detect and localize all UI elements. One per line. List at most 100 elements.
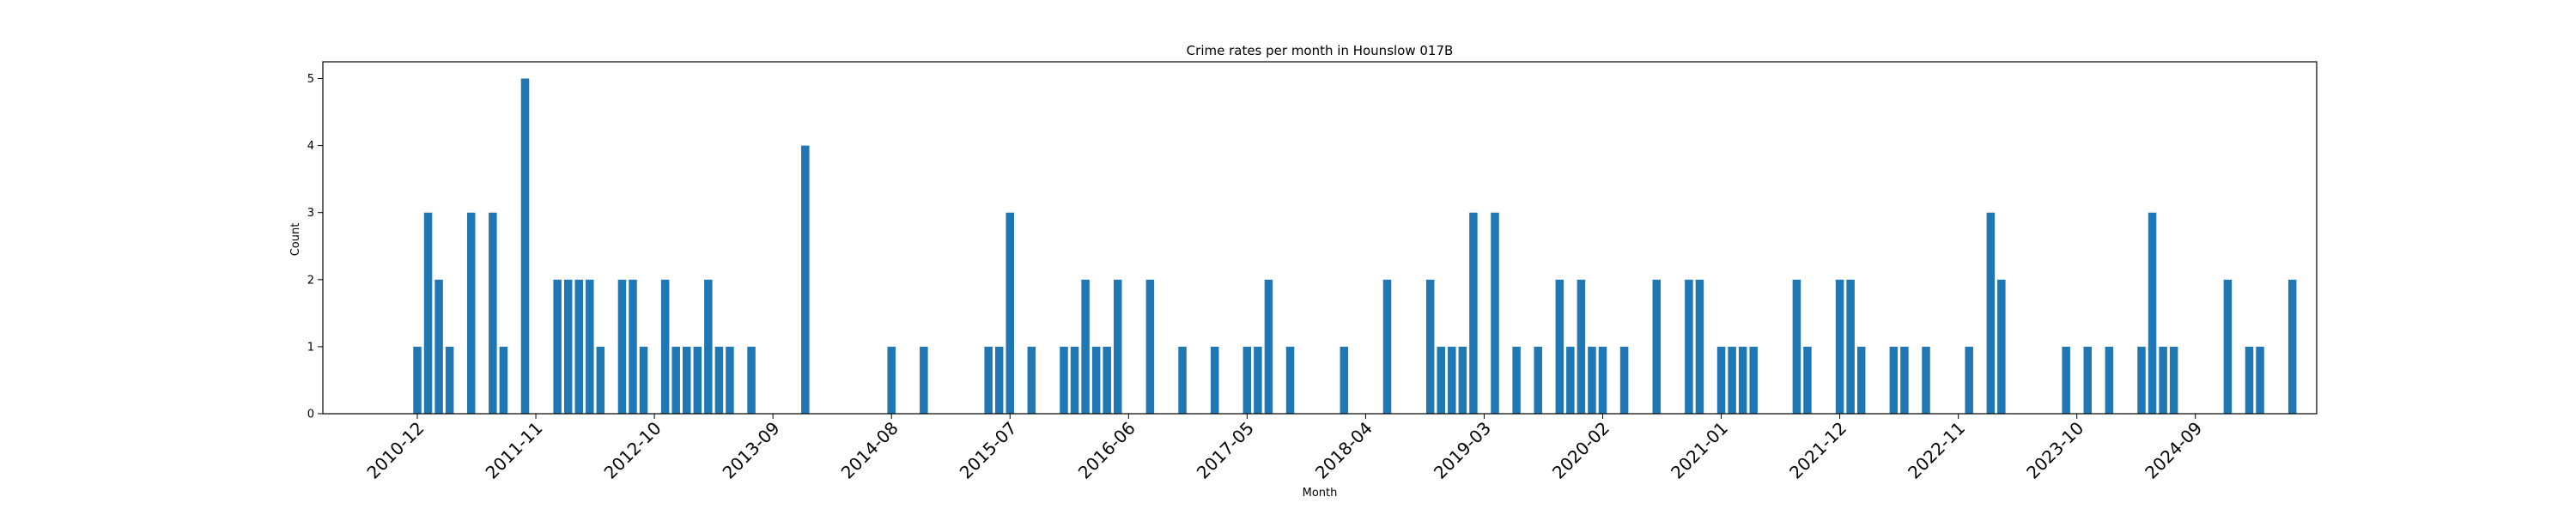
x-tick-label: 2011-11 [482,418,547,483]
bar-2021-08 [1792,279,1801,414]
x-tick-label: 2020-02 [1548,418,1613,483]
bar-2013-02 [693,346,702,414]
bar-2019-11 [1566,346,1575,414]
bars-group [413,78,2297,415]
x-tick-label: 2014-08 [837,418,902,483]
bar-2019-10 [1555,279,1564,414]
bar-2023-02 [1986,212,1996,414]
bar-2021-03 [1738,346,1747,414]
bar-2023-11 [2083,346,2092,414]
bar-2018-06 [1382,279,1392,414]
bar-2022-12 [1965,346,1973,414]
y-tick-label: 5 [307,73,314,86]
bar-2015-09 [1027,346,1036,414]
bar-2022-05 [1889,346,1899,414]
bar-2025-03 [2256,346,2264,414]
bar-2012-09 [639,346,648,414]
bar-2015-05 [984,346,993,414]
bar-2011-02 [434,279,443,414]
bar-2018-11 [1437,346,1445,414]
x-tick-label: 2010-12 [362,418,428,483]
x-axis-label: Month [1303,487,1338,500]
bar-2013-07 [747,346,756,414]
bar-2019-02 [1469,212,1478,414]
bar-2015-07 [1005,212,1014,414]
bar-2016-03 [1091,346,1101,414]
bar-2016-08 [1145,279,1155,414]
y-ticks: 0 1 2 3 4 5 [307,73,323,421]
plot-frame [322,61,2318,415]
bar-2011-05 [467,212,476,414]
bar-2020-11 [1695,279,1704,414]
bar-2011-07 [489,212,497,414]
bar-2016-01 [1070,346,1079,414]
bar-2012-03 [574,279,583,414]
bar-2020-10 [1685,279,1693,414]
bar-2019-08 [1534,346,1542,414]
bar-2020-02 [1598,346,1607,414]
bar-2012-01 [553,279,562,414]
bar-2024-12 [2223,279,2233,414]
bar-2012-05 [596,346,605,414]
x-tick-label: 2017-05 [1193,418,1258,483]
bar-2017-09 [1285,346,1295,414]
bar-2020-07 [1652,279,1661,414]
bar-2020-04 [1619,346,1629,414]
bar-2019-06 [1512,346,1521,414]
y-tick-label: 0 [307,409,314,421]
x-tick-label: 2023-10 [2022,418,2087,483]
x-tick-label: 2024-09 [2141,418,2206,483]
bar-2020-01 [1588,346,1596,414]
x-ticks: 2010-12 2011-11 2012-10 2013-09 2014-08 2015-… [362,414,2206,483]
bar-2024-06 [2159,346,2167,414]
bar-2022-08 [1922,346,1930,414]
bar-2019-12 [1577,279,1586,414]
bar-2021-12 [1835,279,1844,414]
bar-2024-05 [2148,212,2157,414]
x-tick-label: 2021-12 [1785,418,1850,483]
y-tick-label: 1 [307,341,314,354]
y-tick-label: 4 [307,140,314,153]
bar-2017-06 [1254,346,1262,414]
bar-2022-06 [1900,346,1909,414]
bar-2016-05 [1114,279,1122,414]
bar-2011-03 [445,346,454,414]
bar-2023-09 [2062,346,2070,414]
bar-2014-11 [920,346,928,414]
x-tick-label: 2021-01 [1667,418,1732,483]
bar-2013-12 [801,145,810,414]
bar-2013-03 [704,279,713,414]
bar-2018-02 [1340,346,1349,414]
bar-2025-02 [2245,346,2254,414]
bar-2015-12 [1060,346,1068,414]
bar-2016-11 [1178,346,1187,414]
bar-2011-10 [520,78,530,415]
bar-2024-01 [2105,346,2114,414]
bar-2021-04 [1749,346,1758,414]
bar-2024-07 [2169,346,2178,414]
bar-2015-06 [994,346,1004,414]
bar-2021-02 [1728,346,1736,414]
bar-2022-02 [1856,346,1866,414]
y-tick-label: 2 [307,274,314,287]
bar-2016-02 [1081,279,1090,414]
bar-2016-04 [1103,346,1111,414]
bar-2017-02 [1210,346,1219,414]
x-tick-label: 2012-10 [600,418,665,483]
bar-2011-01 [423,212,433,414]
bar-2014-08 [887,346,896,414]
x-tick-label: 2013-09 [719,418,784,483]
bar-2012-12 [671,346,680,414]
bar-2012-11 [660,279,670,414]
bar-2021-01 [1716,346,1726,414]
bar-2018-12 [1448,346,1456,414]
x-tick-label: 2019-03 [1430,418,1495,483]
bar-2012-07 [617,279,627,414]
bar-2012-08 [629,279,637,414]
bar-2024-04 [2137,346,2146,414]
bar-2013-04 [714,346,724,414]
x-tick-label: 2016-06 [1074,418,1139,483]
bar-2019-01 [1458,346,1467,414]
bar-2017-05 [1242,346,1252,414]
